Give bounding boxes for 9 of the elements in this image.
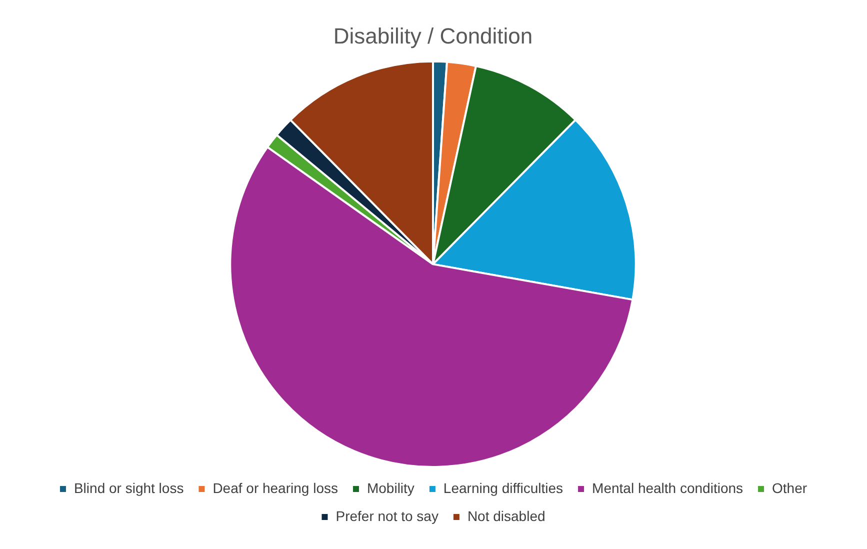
chart-title: Disability / Condition bbox=[333, 23, 533, 48]
legend-label: Mental health conditions bbox=[592, 480, 744, 496]
legend-label: Prefer not to say bbox=[336, 508, 438, 524]
legend-label: Deaf or hearing loss bbox=[212, 480, 338, 496]
legend-label: Not disabled bbox=[467, 508, 546, 524]
legend-label: Learning difficulties bbox=[443, 480, 564, 496]
legend-label: Blind or sight loss bbox=[74, 480, 184, 496]
legend-label: Other bbox=[772, 480, 808, 496]
legend-label: Mobility bbox=[366, 480, 414, 496]
